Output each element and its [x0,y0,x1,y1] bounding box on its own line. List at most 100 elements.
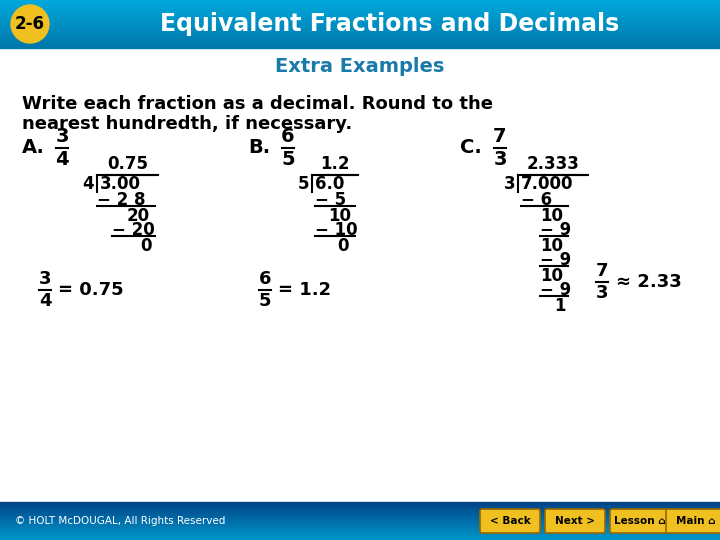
Text: Write each fraction as a decimal. Round to the: Write each fraction as a decimal. Round … [22,95,493,113]
Bar [0,16,720,17]
Bar [0,11,720,12]
Text: − 9: − 9 [540,221,571,239]
Bar [0,27,720,28]
Bar [0,3,720,4]
Bar [0,0,720,1]
Bar [0,9,720,10]
Bar [0,28,720,29]
Bar [0,35,720,36]
Text: 0.75: 0.75 [107,155,148,173]
Bar [0,506,720,507]
Text: Lesson ⌂: Lesson ⌂ [614,516,666,526]
Bar [0,7,720,8]
Text: − 5: − 5 [315,191,346,209]
Text: A.: A. [22,138,45,157]
Text: 10: 10 [328,207,351,225]
Bar [0,30,720,31]
Text: 10: 10 [540,207,563,225]
Text: 3: 3 [595,284,608,302]
FancyBboxPatch shape [610,509,670,533]
Text: C.: C. [460,138,482,157]
Bar [0,21,720,22]
Text: − 9: − 9 [540,281,571,299]
Text: 7: 7 [493,127,507,146]
Bar [0,32,720,33]
Bar [0,524,720,525]
Bar [0,516,720,517]
Text: − 2 8: − 2 8 [97,191,145,209]
Text: 3: 3 [55,127,68,146]
Bar [0,24,720,25]
Bar [0,45,720,46]
Text: Next >: Next > [555,516,595,526]
Bar [0,34,720,35]
Text: 0: 0 [337,237,348,255]
Bar [0,14,720,15]
Bar [0,538,720,539]
Bar [0,38,720,39]
Bar [0,520,720,521]
Bar [0,535,720,536]
Bar [0,1,720,2]
Bar [0,504,720,505]
Bar [0,18,720,19]
Text: 2-6: 2-6 [15,15,45,33]
Bar [0,36,720,37]
Bar [0,12,720,13]
Bar [0,4,720,5]
Bar [0,23,720,24]
Bar [0,528,720,529]
Text: − 10: − 10 [315,221,358,239]
Text: 6: 6 [258,270,271,288]
Bar [0,41,720,42]
Bar [0,39,720,40]
Text: Equivalent Fractions and Decimals: Equivalent Fractions and Decimals [161,12,620,36]
Text: − 20: − 20 [112,221,155,239]
Bar [0,37,720,38]
Bar [0,532,720,533]
Bar [0,8,720,9]
Bar [0,509,720,510]
Text: 4: 4 [55,150,69,169]
Bar [0,31,720,32]
Bar [0,503,720,504]
Text: 10: 10 [540,267,563,285]
Text: − 6: − 6 [521,191,552,209]
Bar [0,17,720,18]
Text: 3: 3 [493,150,507,169]
Bar [0,513,720,514]
Bar [0,511,720,512]
Text: nearest hundredth, if necessary.: nearest hundredth, if necessary. [22,115,352,133]
FancyBboxPatch shape [480,509,540,533]
Bar [0,537,720,538]
Text: 6.0: 6.0 [315,175,344,193]
Bar [0,523,720,524]
Bar [0,29,720,30]
Text: ≈ 2.33: ≈ 2.33 [616,273,682,291]
Text: 20: 20 [127,207,150,225]
Bar [0,46,720,47]
Bar [0,536,720,537]
Text: 3.00: 3.00 [100,175,141,193]
FancyBboxPatch shape [666,509,720,533]
Bar [0,43,720,44]
FancyBboxPatch shape [545,509,605,533]
Text: 7.000: 7.000 [521,175,574,193]
Bar [0,512,720,513]
Bar [0,522,720,523]
Bar [0,531,720,532]
Bar [0,48,720,502]
Bar [0,519,720,520]
Bar [0,5,720,6]
Text: 6: 6 [282,127,294,146]
Bar [0,502,720,503]
Text: 4: 4 [39,292,51,310]
Text: 2.333: 2.333 [527,155,580,173]
Bar [0,15,720,16]
Bar [0,518,720,519]
Bar [0,26,720,27]
Bar [0,533,720,534]
Text: 5: 5 [298,175,310,193]
Bar [0,534,720,535]
Text: 0: 0 [140,237,151,255]
